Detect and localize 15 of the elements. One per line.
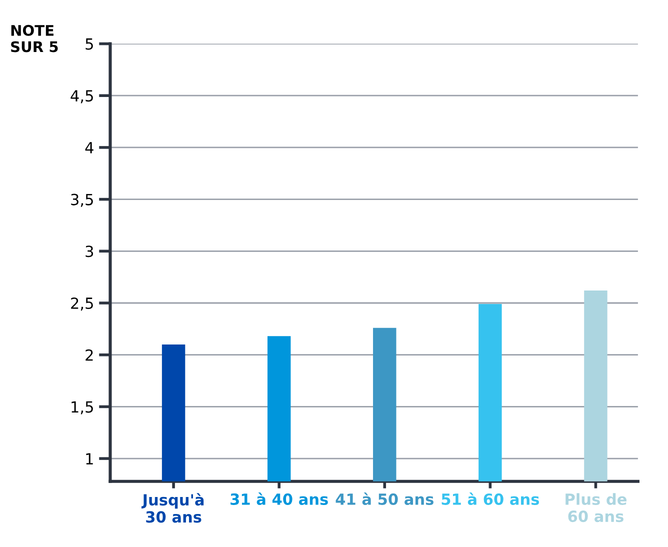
- y-tick-label: 2: [86, 349, 93, 361]
- x-tick-label: Plus de 60 ans: [566, 493, 626, 522]
- y-tick-label: 3: [86, 246, 94, 258]
- y-tick-label: 3,5: [71, 194, 93, 207]
- x-tick-label: Jusqu'à 30 ans: [141, 493, 204, 523]
- x-tick-label: 31 à 40 ans: [230, 492, 328, 505]
- y-tick-label: 2,5: [71, 297, 93, 311]
- y-tick-label: 1,5: [72, 401, 93, 414]
- x-tick-label: 51 à 60 ans: [442, 492, 539, 505]
- y-tick-label: 5: [86, 38, 93, 50]
- y-tick-label: 4: [85, 142, 94, 154]
- y-tick-label: 4,5: [70, 90, 93, 104]
- x-tick-label: 41 à 50 ans: [336, 492, 434, 505]
- y-tick-label: 1: [86, 453, 93, 464]
- y-axis-title: NOTE SUR 5: [11, 24, 58, 52]
